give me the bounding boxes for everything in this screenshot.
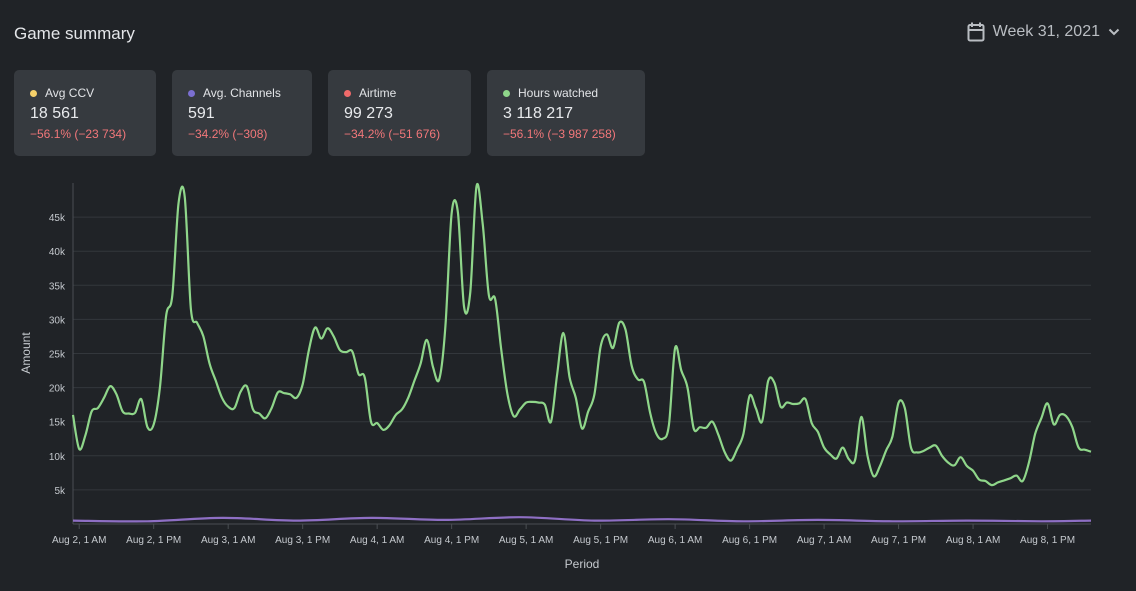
x-tick-label: Aug 6, 1 PM [722,535,777,546]
card-hours-watched: Hours watched 3 118 217 −56.1% (−3 987 2… [487,70,645,156]
card-label: Avg CCV [45,86,95,100]
y-tick-label: 25k [49,350,66,361]
x-tick-label: Aug 2, 1 AM [52,535,106,546]
week-picker-label: Week 31, 2021 [992,23,1100,40]
series-line-hours-watched [71,182,1092,487]
week-picker[interactable]: Week 31, 2021 [967,22,1120,42]
card-value: 99 273 [344,105,393,122]
x-tick-label: Aug 7, 1 AM [797,535,851,546]
card-value: 18 561 [30,105,79,122]
x-tick-label: Aug 8, 1 PM [1020,535,1075,546]
series-line-avg-channels [72,516,1092,523]
x-tick-label: Aug 6, 1 AM [648,535,702,546]
card-label: Hours watched [518,86,599,100]
calendar-icon [967,22,985,42]
x-tick-label: Aug 8, 1 AM [946,535,1000,546]
x-axis-label: Period [565,557,600,571]
chevron-down-icon [1108,28,1120,36]
card-label: Avg. Channels [203,86,281,100]
card-airtime: Airtime 99 273 −34.2% (−51 676) [328,70,471,156]
x-tick-label: Aug 5, 1 PM [573,535,628,546]
x-tick-label: Aug 4, 1 PM [424,535,479,546]
axes: 5k 10k 15k 20k 25k 30k 35k 40k 45k Aug 2, 1 AM Aug… [49,183,1091,546]
card-delta: −56.1% (−23 734) [30,127,127,141]
card-avg-ccv: Avg CCV 18 561 −56.1% (−23 734) [14,70,156,156]
card-avg-channels: Avg. Channels 591 −34.2% (−308) [172,70,312,156]
card-value: 3 118 217 [503,105,573,122]
grid [73,216,1091,491]
y-tick-label: 35k [49,281,66,292]
y-tick-label: 20k [49,384,66,395]
card-delta: −34.2% (−51 676) [344,127,441,141]
y-tick-label: 40k [49,247,66,258]
y-tick-label: 15k [49,418,66,429]
y-tick-label: 30k [49,315,66,326]
x-tick-label: Aug 2, 1 PM [126,535,181,546]
x-tick-label: Aug 7, 1 PM [871,535,926,546]
y-tick-label: 10k [49,452,66,463]
x-tick-label: Aug 4, 1 AM [350,535,404,546]
hours-watched-dot [503,89,510,97]
y-tick-label: 45k [49,213,66,224]
card-delta: −56.1% (−3 987 258) [503,127,616,141]
y-axis-label: Amount [19,332,33,374]
series-lines [71,182,1092,523]
avg-ccv-dot [30,89,37,97]
avg-channels-dot [188,89,195,97]
page-title: Game summary [14,24,135,43]
card-label: Airtime [359,86,397,100]
card-delta: −34.2% (−308) [188,127,268,141]
x-tick-label: Aug 5, 1 AM [499,535,553,546]
x-tick-label: Aug 3, 1 PM [275,535,330,546]
airtime-dot [344,89,351,97]
x-tick-label: Aug 3, 1 AM [201,535,255,546]
card-value: 591 [188,105,215,122]
y-tick-label: 5k [54,486,66,497]
